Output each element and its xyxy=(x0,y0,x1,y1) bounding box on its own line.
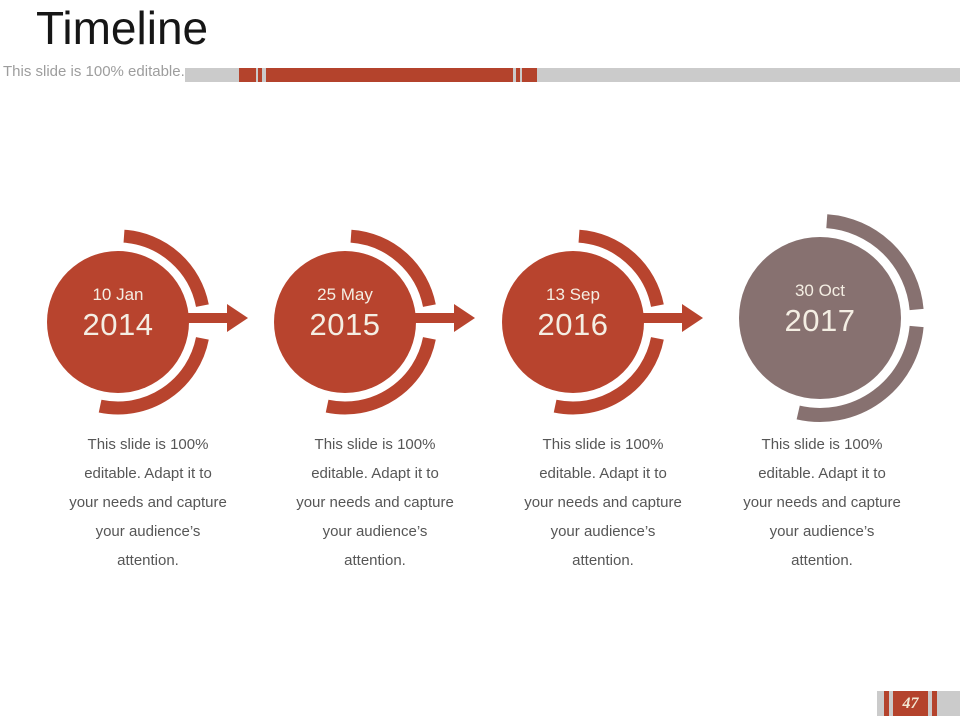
milestone-arc xyxy=(98,337,209,415)
page-number-badge: 47 xyxy=(893,691,928,716)
desc-line: your audience’s xyxy=(550,523,656,540)
desc-line: attention. xyxy=(572,552,634,569)
desc-line: This slide is 100% xyxy=(761,436,883,453)
arrow-shaft xyxy=(642,313,683,323)
milestone-label: 30 Oct 2017 xyxy=(749,281,891,337)
decor-segment xyxy=(266,68,513,82)
desc-line: editable. Adapt it to xyxy=(84,465,212,482)
desc-line: This slide is 100% xyxy=(542,436,664,453)
item-description: This slide is 100% editable. Adapt it to… xyxy=(58,430,238,575)
milestone-arc xyxy=(796,325,924,422)
item-description: This slide is 100% editable. Adapt it to… xyxy=(285,430,465,575)
arrow-head-icon xyxy=(227,304,248,332)
page-number-bar: 47 xyxy=(877,691,960,716)
arrow-head-icon xyxy=(454,304,475,332)
arrow-shaft xyxy=(187,313,228,323)
milestone-arc xyxy=(578,229,664,308)
milestone-circle xyxy=(739,237,901,399)
milestone-graphic xyxy=(502,229,703,415)
milestone-arc xyxy=(123,229,209,308)
milestone-year: 2017 xyxy=(784,303,856,338)
desc-line: your needs and capture xyxy=(743,494,901,511)
milestone-date: 30 Oct xyxy=(794,281,846,300)
desc-line: your audience’s xyxy=(769,523,875,540)
decor-segment xyxy=(516,68,520,82)
milestone-date: 13 Sep xyxy=(546,285,600,304)
top-decor-bar xyxy=(185,68,960,82)
arrow-shaft xyxy=(414,313,455,323)
desc-line: editable. Adapt it to xyxy=(539,465,667,482)
item-description: This slide is 100% editable. Adapt it to… xyxy=(513,430,693,575)
timeline-item: 30 Oct 2017 This slide is 100% editable.… xyxy=(739,208,960,569)
milestone-graphic xyxy=(274,229,475,415)
milestone-label: 25 May 2015 xyxy=(274,285,416,341)
milestone-arc xyxy=(350,229,436,308)
milestone-arc xyxy=(826,214,924,311)
milestone-year: 2016 xyxy=(537,307,609,342)
desc-line: This slide is 100% xyxy=(314,436,436,453)
timeline-item: 25 May 2015 This slide is 100% editable.… xyxy=(270,212,485,569)
milestone-circle xyxy=(47,251,189,393)
milestone-date: 25 May xyxy=(317,285,373,304)
milestone-label: 10 Jan 2014 xyxy=(47,285,189,341)
decor-segment xyxy=(884,691,889,716)
desc-line: your needs and capture xyxy=(69,494,227,511)
page-title: Timeline xyxy=(36,2,209,54)
timeline-item: 10 Jan 2014 This slide is 100% editable.… xyxy=(43,212,258,569)
milestone-label: 13 Sep 2016 xyxy=(502,285,644,341)
desc-line: This slide is 100% xyxy=(87,436,209,453)
milestone-arc xyxy=(325,337,436,415)
desc-line: your needs and capture xyxy=(296,494,454,511)
decor-segment xyxy=(522,68,537,82)
desc-line: editable. Adapt it to xyxy=(758,465,886,482)
milestone-year: 2015 xyxy=(309,307,381,342)
desc-line: your audience’s xyxy=(95,523,201,540)
page-number: 47 xyxy=(902,695,919,712)
decor-segment xyxy=(932,691,937,716)
desc-line: attention. xyxy=(344,552,406,569)
milestone-graphic xyxy=(47,229,248,415)
decor-segment xyxy=(239,68,256,82)
milestone-date: 10 Jan xyxy=(92,285,144,304)
milestone-graphic xyxy=(739,214,924,422)
desc-line: attention. xyxy=(791,552,853,569)
milestone-arc xyxy=(553,337,664,415)
item-description: This slide is 100% editable. Adapt it to… xyxy=(732,430,912,575)
desc-line: your needs and capture xyxy=(524,494,682,511)
editable-note: This slide is 100% editable. xyxy=(3,63,185,80)
milestone-circle xyxy=(274,251,416,393)
desc-line: your audience’s xyxy=(322,523,428,540)
arrow-head-icon xyxy=(682,304,703,332)
desc-line: attention. xyxy=(117,552,179,569)
milestone-year: 2014 xyxy=(82,307,154,342)
milestone-circle xyxy=(502,251,644,393)
desc-line: editable. Adapt it to xyxy=(311,465,439,482)
timeline-item: 13 Sep 2016 This slide is 100% editable.… xyxy=(498,212,713,569)
decor-segment xyxy=(258,68,262,82)
